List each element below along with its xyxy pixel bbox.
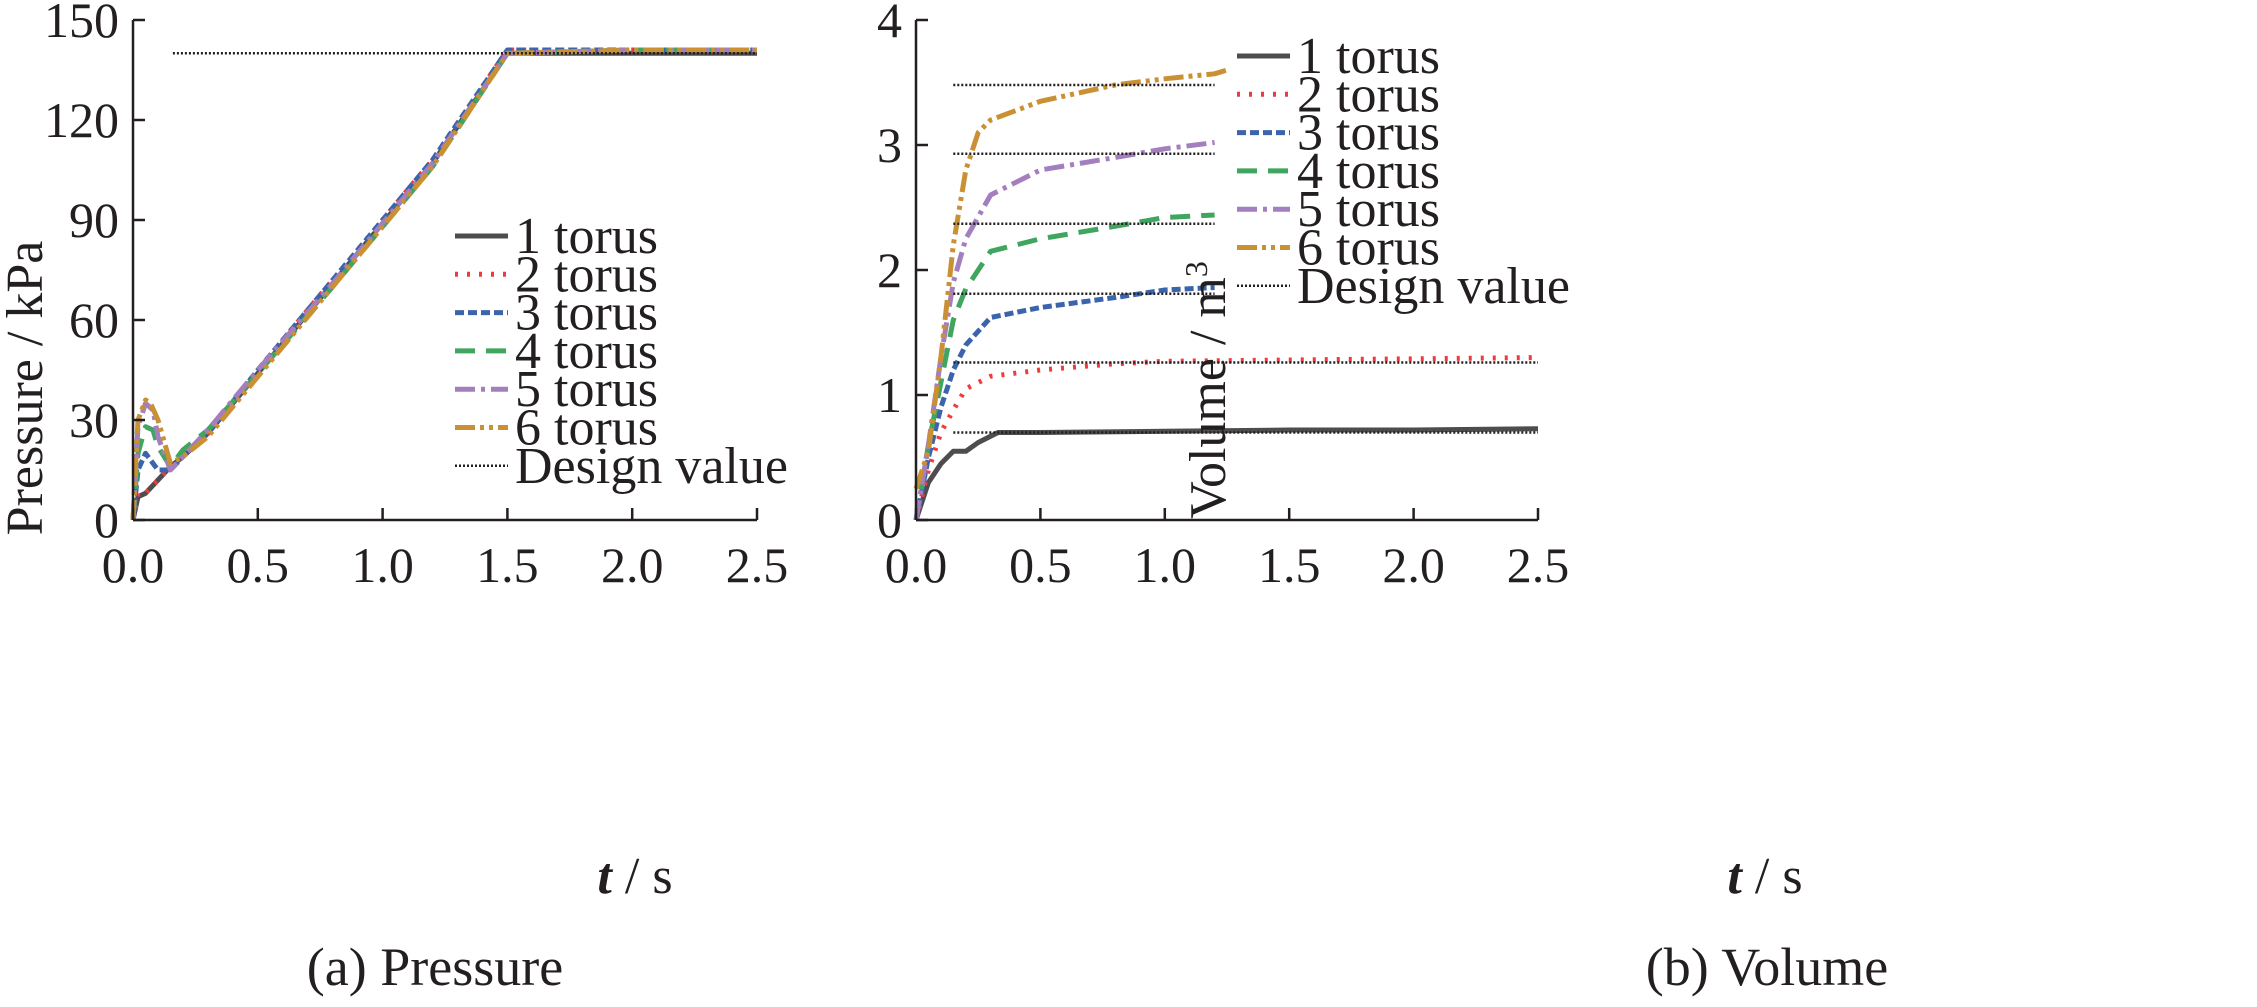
pressure-x-tick-label: 1.0 [351, 537, 414, 593]
pressure-x-tick-label: 1.5 [476, 537, 539, 593]
volume-legend-label-4-torus: 4 torus [1297, 143, 1440, 200]
volume-series-3-torus [913, 285, 1215, 521]
pressure-series-6-torus [130, 47, 757, 521]
volume-series-2-torus [913, 355, 1539, 521]
pressure-axes: 0.0 0.5 1.0 1.5 2.0 2.5 0 30 60 90 120 150 [44, 0, 788, 593]
volume-y-tick-label: 0 [877, 492, 902, 548]
pressure-y-tick-label: 150 [44, 0, 119, 48]
pressure-legend-label-5-torus: 5 torus [515, 361, 658, 418]
volume-caption: (b) Volume [1646, 937, 1889, 997]
pressure-y-tick-label: 90 [69, 192, 119, 248]
volume-legend-label-2-torus: 2 torus [1297, 66, 1440, 123]
volume-x-tick-label: 1.0 [1134, 537, 1197, 593]
pressure-x-tick-label: 0.0 [102, 537, 165, 593]
pressure-x-axis-title: t / s [597, 848, 672, 905]
pressure-x-axis-unit: / s [612, 848, 673, 905]
pressure-x-tick-label: 2.5 [726, 537, 789, 593]
volume-x-axis-var: t [1727, 848, 1743, 905]
volume-y-tick-label: 3 [877, 117, 902, 173]
volume-axes: 0.0 0.5 1.0 1.5 2.0 2.5 0 1 2 3 4 [877, 0, 1569, 593]
pressure-panel: 0.0 0.5 1.0 1.5 2.0 2.5 0 30 60 90 120 150 Pressure… [0, 0, 788, 997]
volume-x-tick-label: 0.5 [1009, 537, 1072, 593]
pressure-legend-label-1-torus: 1 torus [515, 208, 658, 265]
volume-plot-area [913, 67, 1539, 521]
pressure-legend-label-2-torus: 2 torus [515, 246, 658, 303]
pressure-legend-label-4-torus: 4 torus [515, 323, 658, 380]
pressure-series-5-torus [130, 47, 757, 521]
volume-legend-label-design-value: Design value [1297, 258, 1570, 315]
volume-x-axis-unit: / s [1742, 848, 1803, 905]
volume-y-axis-title: Volume / m3 [1178, 261, 1237, 519]
volume-series-1-torus [913, 426, 1539, 521]
volume-legend-label-1-torus: 1 torus [1297, 28, 1440, 85]
pressure-y-axis-title: Pressure / kPa [0, 241, 54, 536]
volume-x-tick-label: 0.0 [885, 537, 948, 593]
pressure-legend-label-6-torus: 6 torus [515, 400, 658, 457]
volume-y-tick-label: 2 [877, 242, 902, 298]
volume-y-tick-label: 1 [877, 367, 902, 423]
pressure-x-axis-var: t [597, 848, 613, 905]
volume-legend-label-3-torus: 3 torus [1297, 105, 1440, 162]
volume-x-axis-title: t / s [1727, 848, 1802, 905]
volume-x-tick-label: 2.5 [1507, 537, 1570, 593]
volume-legend-label-5-torus: 5 torus [1297, 181, 1440, 238]
pressure-series-2-torus [130, 47, 757, 521]
pressure-legend-label-design-value: Design value [515, 438, 788, 495]
pressure-y-tick-label: 0 [94, 492, 119, 548]
volume-y-axis-label: Volume / m [1180, 277, 1237, 519]
volume-x-tick-label: 2.0 [1382, 537, 1445, 593]
pressure-caption: (a) Pressure [307, 937, 563, 997]
pressure-y-tick-label: 60 [69, 292, 119, 348]
volume-y-axis-exponent: 3 [1178, 261, 1214, 277]
pressure-x-tick-label: 2.0 [601, 537, 664, 593]
volume-x-tick-label: 1.5 [1258, 537, 1321, 593]
pressure-y-tick-label: 30 [69, 392, 119, 448]
pressure-legend-label-3-torus: 3 torus [515, 285, 658, 342]
pressure-x-tick-label: 0.5 [227, 537, 290, 593]
volume-y-tick-label: 4 [877, 0, 902, 48]
pressure-y-tick-label: 120 [44, 92, 119, 148]
pressure-plot-area [130, 47, 757, 521]
volume-series-6-torus [913, 67, 1228, 490]
volume-legend-label-6-torus: 6 torus [1297, 220, 1440, 277]
